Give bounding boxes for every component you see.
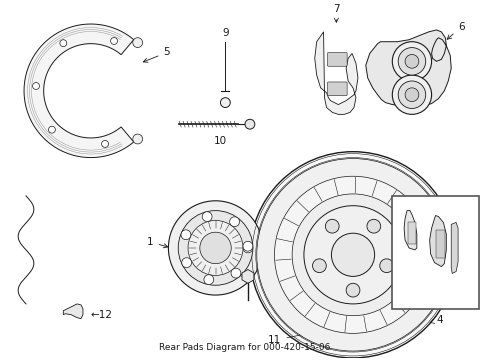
Circle shape xyxy=(257,158,449,351)
Polygon shape xyxy=(436,230,445,258)
Circle shape xyxy=(398,48,426,75)
Circle shape xyxy=(331,233,375,276)
Polygon shape xyxy=(451,222,458,274)
Polygon shape xyxy=(63,304,83,319)
Circle shape xyxy=(243,241,253,251)
Circle shape xyxy=(380,259,393,273)
Circle shape xyxy=(398,81,426,108)
Circle shape xyxy=(60,40,67,46)
Text: Rear Pads Diagram for 000-420-15-06: Rear Pads Diagram for 000-420-15-06 xyxy=(159,343,331,352)
Circle shape xyxy=(392,75,432,114)
Circle shape xyxy=(181,230,191,240)
Circle shape xyxy=(250,152,456,358)
Text: 8: 8 xyxy=(383,247,390,257)
Circle shape xyxy=(202,212,212,221)
Circle shape xyxy=(350,312,358,320)
Polygon shape xyxy=(242,270,254,283)
Polygon shape xyxy=(24,24,134,158)
Bar xyxy=(392,196,479,309)
Text: 2: 2 xyxy=(231,260,246,279)
Circle shape xyxy=(392,42,432,81)
Polygon shape xyxy=(366,30,451,107)
Circle shape xyxy=(313,259,326,273)
Text: 1: 1 xyxy=(147,237,168,248)
Circle shape xyxy=(243,243,253,253)
Circle shape xyxy=(133,134,143,144)
Circle shape xyxy=(230,217,240,227)
Circle shape xyxy=(245,119,255,129)
Circle shape xyxy=(111,37,118,44)
Circle shape xyxy=(33,82,40,89)
Circle shape xyxy=(405,54,419,68)
Circle shape xyxy=(200,232,231,264)
Text: 4: 4 xyxy=(430,315,443,325)
Text: ←12: ←12 xyxy=(91,310,113,320)
Circle shape xyxy=(292,194,414,316)
Circle shape xyxy=(133,38,143,48)
Circle shape xyxy=(220,98,230,108)
Circle shape xyxy=(204,275,214,284)
Circle shape xyxy=(274,176,432,333)
FancyBboxPatch shape xyxy=(327,53,347,66)
Circle shape xyxy=(188,220,243,275)
Text: 7: 7 xyxy=(333,4,340,22)
Polygon shape xyxy=(393,318,407,329)
Text: 3: 3 xyxy=(351,330,357,350)
Circle shape xyxy=(304,324,314,333)
Circle shape xyxy=(346,283,360,297)
Circle shape xyxy=(182,258,192,267)
Circle shape xyxy=(367,219,381,233)
FancyBboxPatch shape xyxy=(327,82,347,96)
Circle shape xyxy=(405,88,419,102)
Text: 11: 11 xyxy=(268,333,305,345)
Polygon shape xyxy=(408,222,416,244)
Circle shape xyxy=(169,201,263,295)
Circle shape xyxy=(325,219,339,233)
Polygon shape xyxy=(404,211,417,250)
Circle shape xyxy=(304,206,402,304)
Polygon shape xyxy=(315,32,358,114)
Polygon shape xyxy=(430,216,446,267)
Circle shape xyxy=(178,211,253,285)
Text: 9: 9 xyxy=(222,28,229,38)
Circle shape xyxy=(101,140,108,147)
Circle shape xyxy=(231,268,241,278)
Text: 5: 5 xyxy=(144,48,170,62)
Text: 6: 6 xyxy=(447,22,465,39)
Circle shape xyxy=(49,126,55,133)
Text: 10: 10 xyxy=(214,136,227,146)
